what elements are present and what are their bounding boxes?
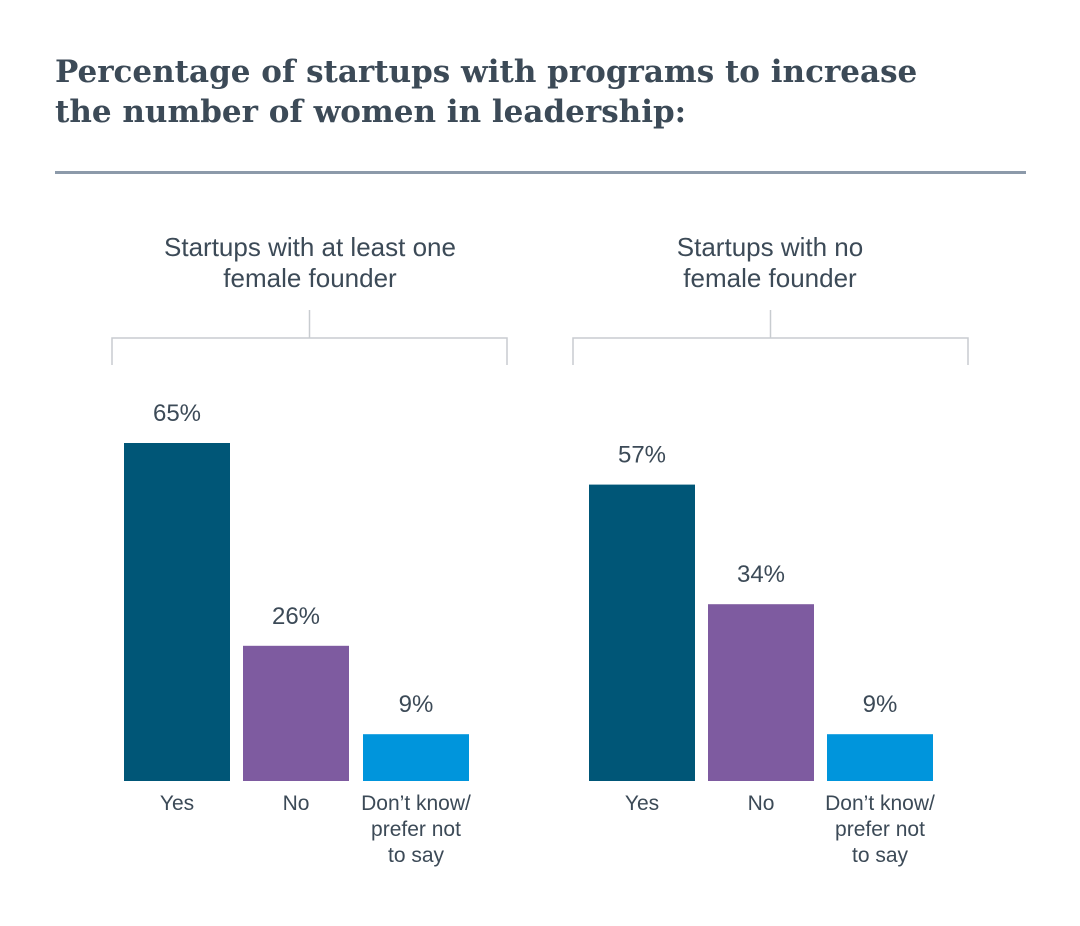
chart-title-line-1: Percentage of startups with programs to … (55, 54, 918, 90)
bar-1-2 (243, 645, 349, 781)
group-bracket-1 (111, 337, 508, 365)
group-bracket-2 (572, 337, 969, 365)
value-label-1-2: 26% (272, 603, 320, 630)
bar-2-1 (589, 484, 695, 781)
bar-1-1 (124, 443, 230, 781)
category-label-2-3-line-2: prefer not (835, 818, 925, 841)
category-label-2-3-line-3: to say (852, 844, 909, 867)
group-label-1-line-2: female founder (223, 263, 397, 293)
value-label-1-3: 9% (399, 691, 434, 718)
group-label-2-line-1: Startups with no (677, 232, 863, 262)
category-label-2-1-line-1: Yes (625, 792, 659, 815)
category-label-1-3-line-3: to say (388, 844, 445, 867)
group-label-1-line-1: Startups with at least one (164, 232, 456, 262)
category-label-2-3-line-1: Don’t know/ (825, 792, 935, 815)
title-divider (55, 171, 1026, 174)
chart-title-line-2: the number of women in leadership: (55, 94, 687, 130)
value-label-1-1: 65% (153, 400, 201, 427)
value-label-2-3: 9% (863, 691, 898, 718)
value-label-2-1: 57% (618, 442, 666, 469)
bar-1-3 (363, 734, 469, 781)
bar-2-2 (708, 604, 814, 781)
category-label-1-3-line-2: prefer not (371, 818, 461, 841)
chart-title: Percentage of startups with programs to … (55, 52, 955, 132)
category-label-2-2-line-1: No (748, 792, 775, 815)
category-label-1-1-line-1: Yes (160, 792, 194, 815)
group-label-2-line-2: female founder (683, 263, 857, 293)
category-label-1-3-line-1: Don’t know/ (361, 792, 471, 815)
bar-2-3 (827, 734, 933, 781)
category-label-1-2-line-1: No (283, 792, 310, 815)
value-label-2-2: 34% (737, 561, 785, 588)
